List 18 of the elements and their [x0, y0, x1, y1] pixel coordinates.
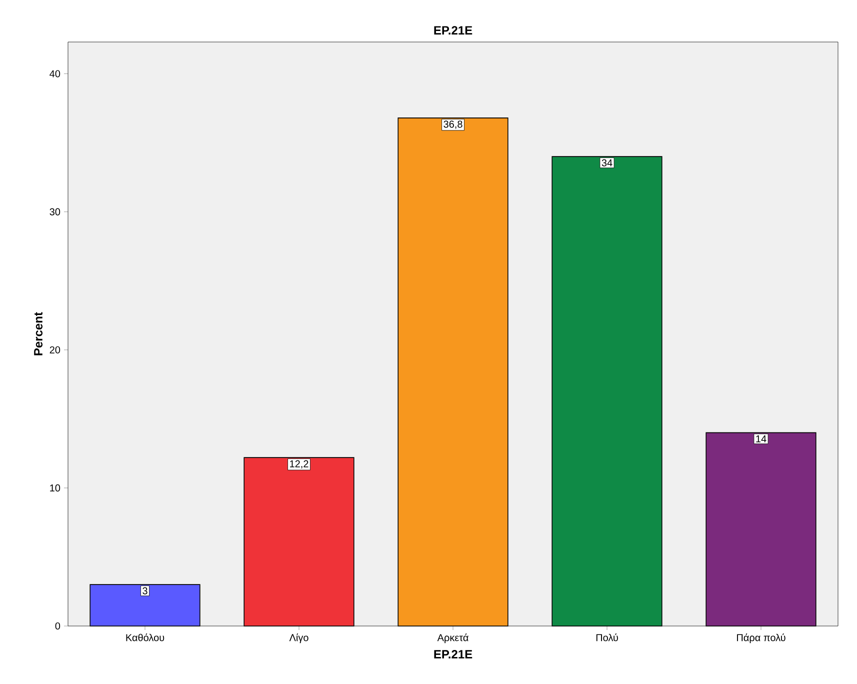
x-tick-label: Καθόλου: [126, 634, 164, 642]
data-label: 14: [756, 435, 766, 442]
y-axis-title: Percent: [34, 312, 42, 356]
y-tick-label: 10: [50, 484, 60, 492]
x-tick-label: Λίγο: [289, 634, 308, 644]
x-axis-title: EP.21E: [434, 650, 472, 658]
chart-title: EP.21E: [434, 26, 472, 34]
data-label: 12,2: [290, 460, 308, 469]
x-tick-label: Αρκετά: [437, 634, 468, 644]
data-label: 3: [142, 587, 148, 594]
x-tick-label: Πολύ: [596, 634, 618, 642]
data-label: 34: [602, 159, 612, 166]
y-tick-label: 30: [50, 208, 60, 216]
y-tick-label: 0: [55, 622, 60, 630]
x-tick-label: Πάρα πολύ: [737, 634, 786, 644]
y-tick-label: 40: [50, 70, 60, 78]
data-label: 36,8: [444, 120, 462, 129]
y-tick-label: 20: [50, 346, 60, 354]
